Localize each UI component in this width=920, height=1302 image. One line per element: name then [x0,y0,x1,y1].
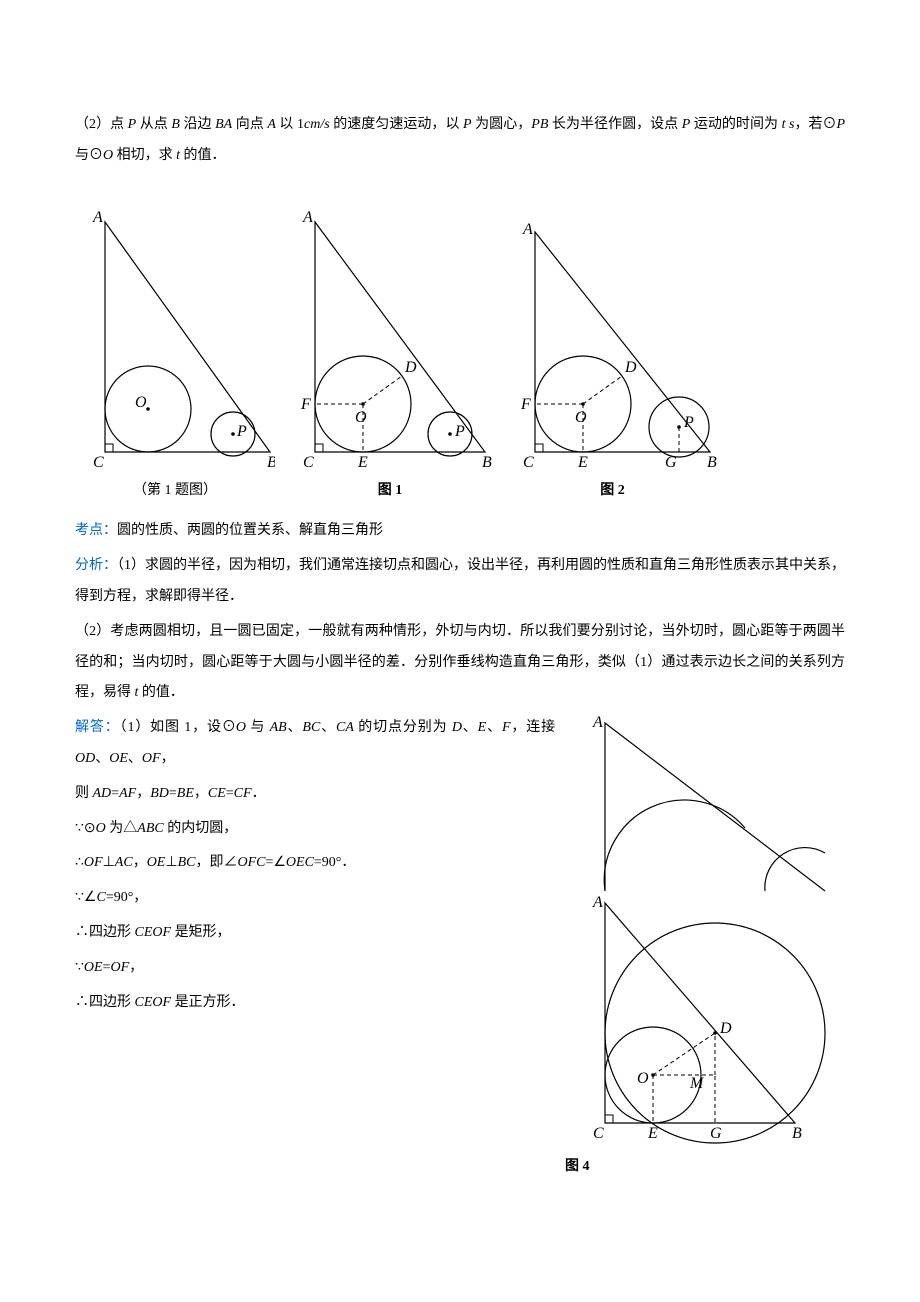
jieda-l7: ∵OE=OF， [75,953,555,984]
jieda-l4: ∴OF⊥AC，OE⊥BC，即∠OFC=∠OEC=90°． [75,848,555,879]
svg-text:B: B [707,454,717,471]
figure-main-svg: A C B O P [75,202,275,472]
svg-text:G: G [665,454,677,471]
jieda-l5: ∵∠C=90°， [75,883,555,914]
svg-text:A: A [522,221,533,238]
jieda-l1: 解答：（1）如图 1，设⊙O 与 AB、BC、CA 的切点分别为 D、E、F，连… [75,713,555,775]
svg-text:A: A [592,894,603,911]
figure-2-svg: A C B O P D E F G [505,202,720,472]
figure-main-caption: （第 1 题图） [75,476,275,507]
svg-text:B: B [482,454,492,471]
svg-text:P: P [454,423,465,440]
jieda-l3: ∵⊙O 为△ABC 的内切圆， [75,814,555,845]
fenxi-p2: （2）考虑两圆相切，且一圆已固定，一般就有两种情形，外切与内切．所以我们要分别讨… [75,617,845,709]
fenxi-label: 分析： [75,558,117,573]
svg-text:F: F [300,396,311,413]
solution-figures: A A C B O D E G M [565,713,845,1183]
svg-text:P: P [236,423,247,440]
svg-text:C: C [523,454,534,471]
svg-text:B: B [267,454,275,471]
svg-text:C: C [303,454,314,471]
svg-text:C: C [593,1125,604,1142]
svg-text:O: O [575,409,587,426]
svg-text:O: O [355,409,367,426]
svg-text:O: O [637,1070,649,1087]
jieda-label: 解答： [75,720,120,735]
solution-block: 解答：（1）如图 1，设⊙O 与 AB、BC、CA 的切点分别为 D、E、F，连… [75,713,845,1183]
figure-2: A C B O P D E F G 图 2 [505,202,720,507]
svg-text:F: F [520,396,531,413]
figure-4-caption: 图 4 [565,1152,845,1183]
solution-text: 解答：（1）如图 1，设⊙O 与 AB、BC、CA 的切点分别为 D、E、F，连… [75,713,555,1022]
svg-text:D: D [404,359,417,376]
svg-text:B: B [792,1125,802,1142]
jieda-l8: ∴四边形 CEOF 是正方形． [75,988,555,1019]
svg-text:O: O [135,394,147,411]
figure-1-svg: A C B O P D E F [285,202,495,472]
svg-text:E: E [357,454,368,471]
svg-text:A: A [92,209,103,226]
figure-4-svg: A C B O D E G M [565,893,845,1148]
figure-1-caption: 图 1 [285,476,495,507]
figures-row: A C B O P （第 1 题图） A C B [75,202,845,507]
figure-main: A C B O P （第 1 题图） [75,202,275,507]
figure-1: A C B O P D E F 图 1 [285,202,495,507]
svg-text:D: D [719,1020,732,1037]
svg-text:D: D [624,359,637,376]
figure-2-caption: 图 2 [505,476,720,507]
svg-text:C: C [93,454,104,471]
svg-text:G: G [710,1125,722,1142]
svg-text:A: A [592,714,603,731]
jieda-l6: ∴四边形 CEOF 是矩形， [75,918,555,949]
svg-text:E: E [647,1125,658,1142]
jieda-l2: 则 AD=AF，BD=BE，CE=CF． [75,779,555,810]
problem-part2: （2）点 P 从点 B 沿边 BA 向点 A 以 1cm/s 的速度匀速运动，以… [75,110,845,172]
figure-3-svg: A [565,713,845,893]
fenxi-p1: 分析：（1）求圆的半径，因为相切，我们通常连接切点和圆心，设出半径，再利用圆的性… [75,551,845,613]
svg-text:M: M [689,1075,705,1092]
svg-text:A: A [302,209,313,226]
kaodian-line: 考点：圆的性质、两圆的位置关系、解直角三角形 [75,516,845,547]
kaodian-label: 考点： [75,523,117,538]
svg-text:E: E [577,454,588,471]
svg-text:P: P [683,414,694,431]
